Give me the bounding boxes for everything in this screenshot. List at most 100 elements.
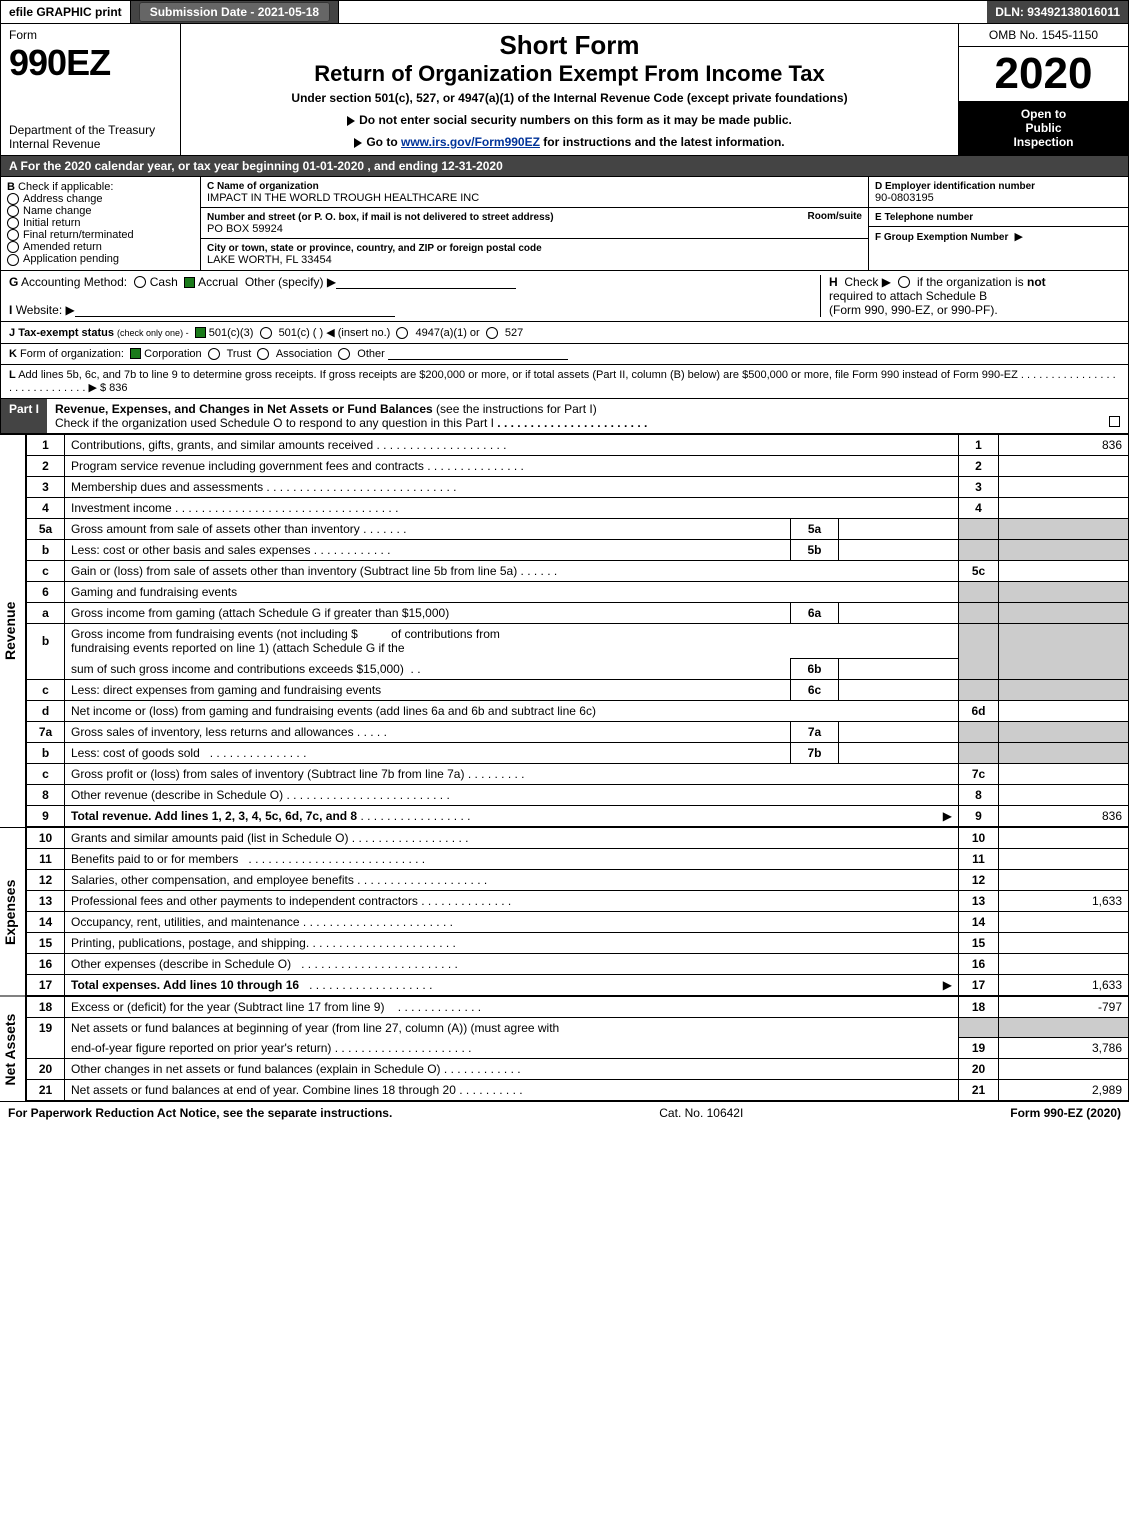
line-desc: Net assets or fund balances at end of ye… <box>71 1083 456 1097</box>
i-label: I <box>9 303 12 317</box>
j-label: J <box>9 327 15 339</box>
line-desc: Grants and similar amounts paid (list in… <box>71 831 348 845</box>
opt-application-pending[interactable]: Application pending <box>7 253 194 265</box>
g-label: G <box>9 275 18 289</box>
line-num: 13 <box>27 890 65 911</box>
line-num: 20 <box>27 1059 65 1080</box>
line-desc: Less: cost or other basis and sales expe… <box>71 543 310 557</box>
line-amt-shade <box>999 721 1129 742</box>
room-label: Room/suite <box>808 211 862 222</box>
radio-icon[interactable] <box>260 327 272 339</box>
g-other-input[interactable] <box>336 277 516 289</box>
row-6: 6Gaming and fundraising events <box>27 581 1129 602</box>
row-6d: dNet income or (loss) from gaming and fu… <box>27 700 1129 721</box>
row-18: 18Excess or (deficit) for the year (Subt… <box>27 996 1129 1017</box>
line-amt <box>999 497 1129 518</box>
period-bar: A For the 2020 calendar year, or tax yea… <box>0 156 1129 177</box>
open2: Public <box>963 121 1124 135</box>
line-rn-shade <box>959 623 999 658</box>
footer-mid: Cat. No. 10642I <box>659 1106 743 1120</box>
header-right: OMB No. 1545-1150 2020 Open to Public In… <box>958 24 1128 155</box>
checkbox-icon[interactable] <box>1109 416 1120 427</box>
row-11: 11Benefits paid to or for members . . . … <box>27 848 1129 869</box>
opt-initial-return[interactable]: Initial return <box>7 217 194 229</box>
opt-name-change[interactable]: Name change <box>7 205 194 217</box>
radio-icon[interactable] <box>898 276 910 288</box>
radio-icon[interactable] <box>134 276 146 288</box>
line-amt <box>999 560 1129 581</box>
row-6b: bGross income from fundraising events (n… <box>27 623 1129 658</box>
form-number: 990EZ <box>9 42 172 84</box>
inner-box: 7a <box>791 721 839 742</box>
name-label: Name of organization <box>217 181 319 192</box>
radio-icon <box>7 254 19 266</box>
radio-icon[interactable] <box>486 327 498 339</box>
irs-link[interactable]: www.irs.gov/Form990EZ <box>401 135 540 149</box>
line-num: b <box>27 742 65 763</box>
line-desc: Other expenses (describe in Schedule O) <box>71 957 291 971</box>
dln-label: DLN: 93492138016011 <box>987 1 1128 23</box>
checkbox-icon[interactable] <box>130 348 141 359</box>
line-rn: 8 <box>959 784 999 805</box>
row-1: 1Contributions, gifts, grants, and simil… <box>27 434 1129 455</box>
line-amt <box>999 784 1129 805</box>
row-12: 12 Salaries, other compensation, and empl… <box>27 869 1129 890</box>
efile-label: efile GRAPHIC print <box>1 1 131 23</box>
line-amt: -797 <box>999 996 1129 1017</box>
inner-box: 6b <box>791 658 839 679</box>
opt-label: Address change <box>23 193 103 205</box>
line-rn: 5c <box>959 560 999 581</box>
arrow-line-1: Do not enter social security numbers on … <box>191 113 948 127</box>
row-6b2: sum of such gross income and contributio… <box>27 658 1129 679</box>
line-desc: Salaries, other compensation, and employ… <box>71 873 354 887</box>
line-desc: Printing, publications, postage, and shi… <box>71 936 309 950</box>
k-other-input[interactable] <box>388 348 568 360</box>
radio-icon[interactable] <box>396 327 408 339</box>
netassets-section: Net Assets 18Excess or (deficit) for the… <box>0 996 1129 1102</box>
line-amt-shade <box>999 679 1129 700</box>
row-5a: 5aGross amount from sale of assets other… <box>27 518 1129 539</box>
line-rn: 21 <box>959 1080 999 1101</box>
l-arrow: ▶ $ <box>88 382 106 394</box>
line-num: 3 <box>27 476 65 497</box>
opt-address-change[interactable]: Address change <box>7 193 194 205</box>
radio-icon[interactable] <box>257 348 269 360</box>
opt-final-return[interactable]: Final return/terminated <box>7 229 194 241</box>
line-num: b <box>27 623 65 658</box>
k-text: Form of organization: <box>20 348 124 360</box>
city-row: City or town, state or province, country… <box>201 239 868 269</box>
expenses-table: 10Grants and similar amounts paid (list … <box>26 827 1129 996</box>
line-amt-shade <box>999 581 1129 602</box>
line-amt <box>999 848 1129 869</box>
opt-label: Amended return <box>23 241 102 253</box>
website-input[interactable] <box>75 305 395 317</box>
b-title: Check if applicable: <box>18 181 113 193</box>
checkbox-icon[interactable] <box>195 327 206 338</box>
line-amt-shade <box>999 518 1129 539</box>
opt-amended-return[interactable]: Amended return <box>7 241 194 253</box>
submission-date-button[interactable]: Submission Date - 2021-05-18 <box>131 1 339 23</box>
h-not: not <box>1027 275 1046 289</box>
checkbox-icon[interactable] <box>184 277 195 288</box>
line-desc: Program service revenue including govern… <box>71 459 424 473</box>
return-title: Return of Organization Exempt From Incom… <box>191 61 948 87</box>
k-o1: Corporation <box>144 348 201 360</box>
j-o4: 527 <box>505 327 523 339</box>
opt-label: Name change <box>23 205 92 217</box>
box-f: F Group Exemption Number ▶ <box>869 227 1128 270</box>
line-desc: Gross sales of inventory, less returns a… <box>71 725 354 739</box>
f-arrow: ▶ <box>1014 231 1022 243</box>
line-amt-shade <box>999 658 1129 679</box>
part1-header: Part I Revenue, Expenses, and Changes in… <box>0 399 1129 434</box>
line-desc: Net income or (loss) from gaming and fun… <box>65 700 959 721</box>
radio-icon[interactable] <box>208 348 220 360</box>
radio-icon[interactable] <box>338 348 350 360</box>
line-amt <box>999 700 1129 721</box>
line-amt: 1,633 <box>999 890 1129 911</box>
top-bar: efile GRAPHIC print Submission Date - 20… <box>0 0 1129 24</box>
inner-boxval <box>839 602 959 623</box>
line-rn: 12 <box>959 869 999 890</box>
opt-label: Application pending <box>23 253 119 265</box>
box-def: D Employer identification number 90-0803… <box>868 177 1128 270</box>
line-rn: 3 <box>959 476 999 497</box>
